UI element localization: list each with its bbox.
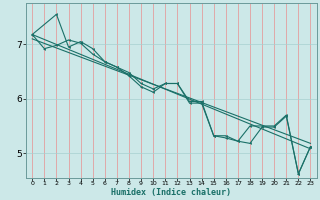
X-axis label: Humidex (Indice chaleur): Humidex (Indice chaleur) xyxy=(111,188,231,197)
